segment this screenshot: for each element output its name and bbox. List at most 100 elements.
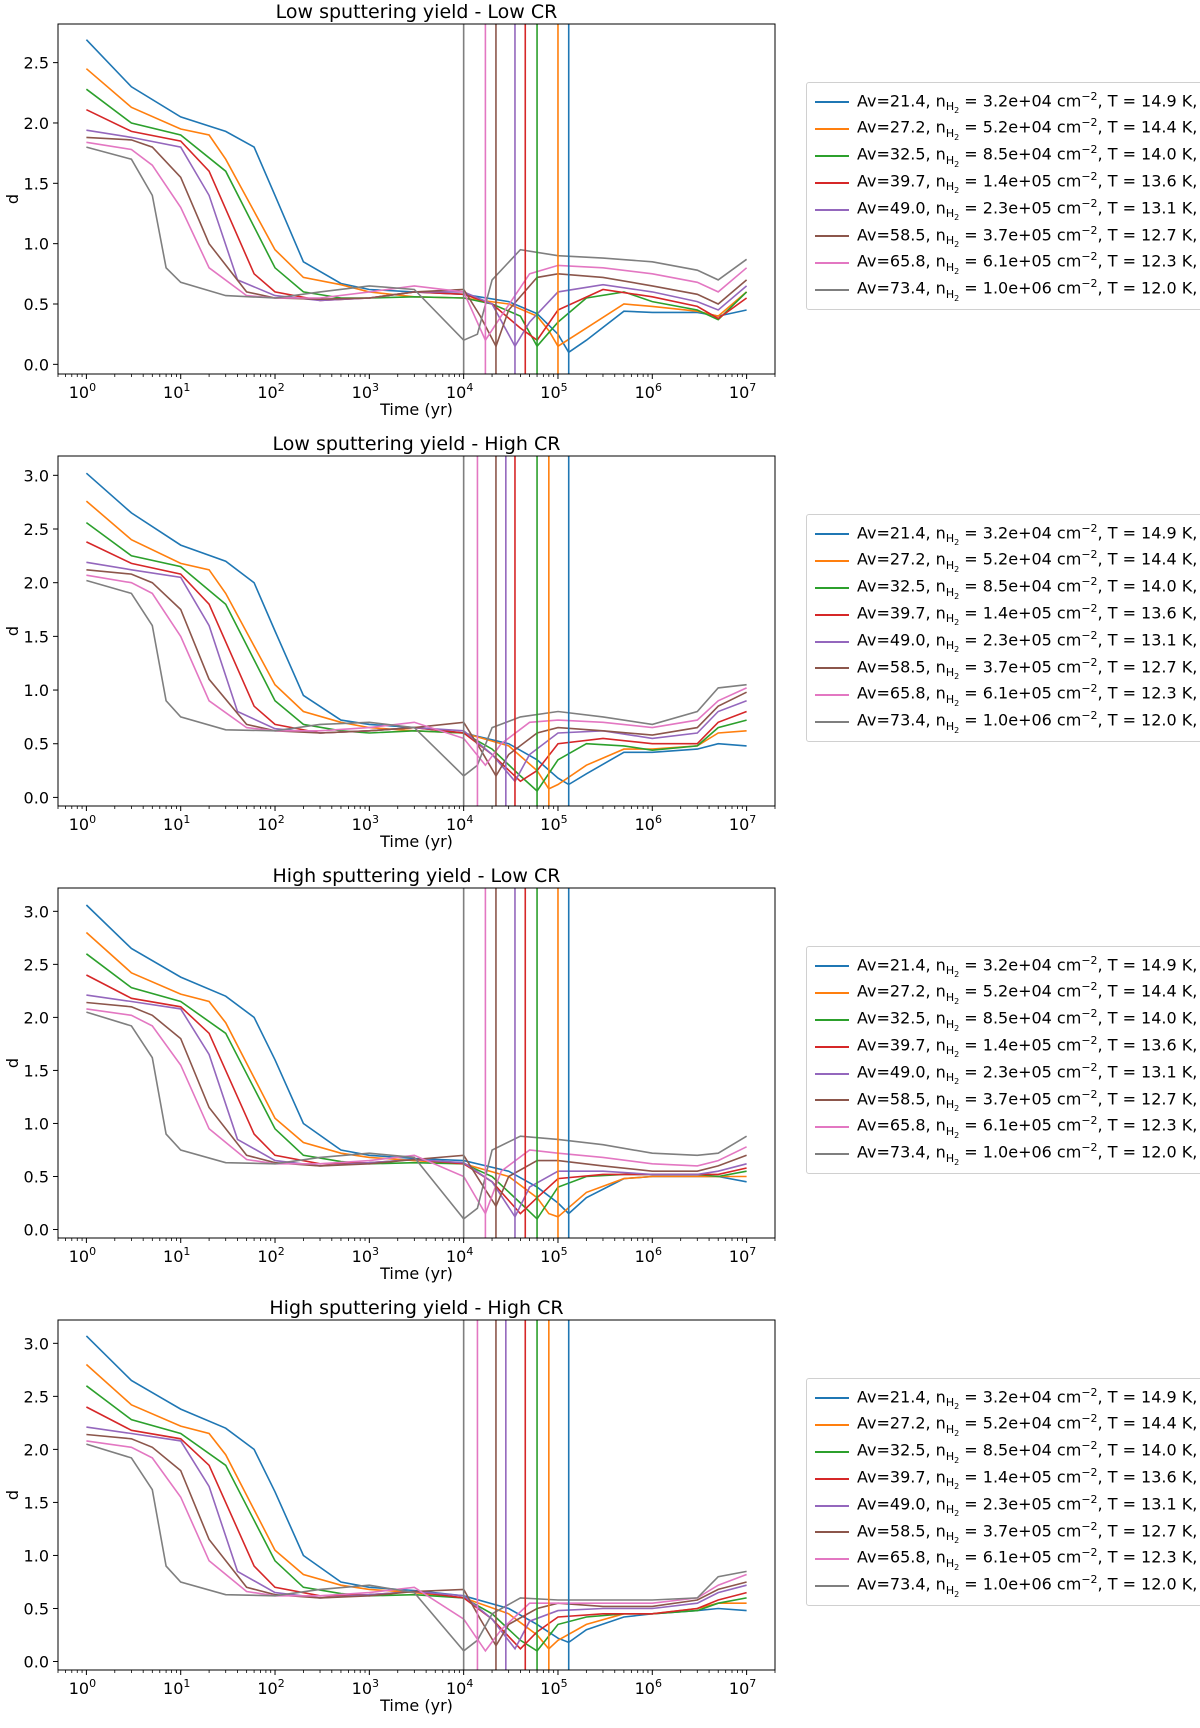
x-tick-label: 104 <box>446 1677 473 1698</box>
x-tick-label: 100 <box>69 813 96 834</box>
y-tick-label: 2.0 <box>24 574 49 593</box>
legend-entry-7: Av=65.8, nH2 = 6.1e+05 cm−2, T = 12.3 K, <box>815 682 1197 709</box>
axes-frame <box>57 887 776 1239</box>
y-tick-label: 0.0 <box>24 355 49 374</box>
x-axis-label: Time (yr) <box>379 1696 453 1715</box>
chart-title: High sputtering yield - High CR <box>269 1297 563 1319</box>
y-tick-label: 2.5 <box>24 54 49 73</box>
legend-label: Av=27.2, nH2 = 5.2e+04 cm−2, T = 14.4 K, <box>857 116 1198 143</box>
y-tick-label: 2.0 <box>24 1008 49 1027</box>
y-tick-label: 0.5 <box>24 1167 49 1186</box>
y-axis-label: d <box>3 1490 22 1500</box>
x-tick-label: 103 <box>352 813 379 834</box>
legend-entry-5: Av=49.0, nH2 = 2.3e+05 cm−2, T = 13.1 K, <box>815 1492 1197 1519</box>
x-tick-label: 107 <box>729 381 756 402</box>
legend-label: Av=73.4, nH2 = 1.0e+06 cm−2, T = 12.0 K, <box>857 277 1198 303</box>
legend-label: Av=49.0, nH2 = 2.3e+05 cm−2, T = 13.1 K, <box>857 628 1198 655</box>
legend-entry-2: Av=27.2, nH2 = 5.2e+04 cm−2, T = 14.4 K, <box>815 548 1197 575</box>
axes-frame <box>57 23 776 375</box>
legend-label: Av=32.5, nH2 = 8.5e+04 cm−2, T = 14.0 K, <box>857 1007 1198 1033</box>
y-tick-label: 1.5 <box>24 1493 49 1512</box>
series-line-3 <box>85 521 747 793</box>
y-tick-label: 2.5 <box>24 520 49 539</box>
legend-label: Av=32.5, nH2 = 8.5e+04 cm−2, T = 14.0 K, <box>857 575 1198 601</box>
x-axis-label: Time (yr) <box>379 832 453 851</box>
x-tick-label: 106 <box>635 1245 662 1266</box>
legend-entry-6: Av=58.5, nH2 = 3.7e+05 cm−2, T = 12.7 K, <box>815 223 1197 250</box>
series-line-3 <box>85 88 748 348</box>
legend-swatch <box>815 262 849 265</box>
y-tick-label: 1.0 <box>24 1114 49 1133</box>
legend-entry-1: Av=21.4, nH2 = 3.2e+04 cm−2, T = 14.9 K, <box>815 89 1197 116</box>
x-tick-label: 101 <box>163 1677 190 1698</box>
chart-panel-1: Low sputtering yield - Low CR 0.0 0.5 1.0 1.… <box>0 0 1200 432</box>
legend-swatch <box>815 154 849 157</box>
legend-entry-2: Av=27.2, nH2 = 5.2e+04 cm−2, T = 14.4 K, <box>815 980 1197 1007</box>
legend-entry-8: Av=73.4, nH2 = 1.0e+06 cm−2, T = 12.0 K, <box>815 709 1197 736</box>
legend-swatch <box>815 1045 849 1048</box>
y-tick-label: 2.5 <box>24 1387 49 1406</box>
chart-svg: Low sputtering yield - High CR 0.0 0.5 1.0 1… <box>3 433 776 851</box>
y-tick-label: 3.0 <box>24 902 49 921</box>
y-tick-label: 1.5 <box>24 627 49 646</box>
legend-entry-7: Av=65.8, nH2 = 6.1e+05 cm−2, T = 12.3 K, <box>815 1114 1197 1141</box>
legend-entry-3: Av=32.5, nH2 = 8.5e+04 cm−2, T = 14.0 K, <box>815 1439 1197 1466</box>
legend-label: Av=49.0, nH2 = 2.3e+05 cm−2, T = 13.1 K, <box>857 196 1198 223</box>
legend-swatch <box>815 181 849 184</box>
legend-label: Av=21.4, nH2 = 3.2e+04 cm−2, T = 14.9 K, <box>857 521 1198 548</box>
legend-swatch <box>815 533 849 536</box>
x-tick-label: 104 <box>446 1245 473 1266</box>
y-axis-label: d <box>3 194 22 204</box>
chart-svg: High sputtering yield - Low CR 0.0 0.5 1.0 1… <box>3 865 776 1283</box>
legend-label: Av=65.8, nH2 = 6.1e+05 cm−2, T = 12.3 K, <box>857 1114 1198 1141</box>
series-line-4 <box>86 1406 747 1650</box>
series-line-5 <box>86 994 747 1219</box>
series-line-5 <box>86 1426 747 1651</box>
legend-swatch <box>815 288 849 291</box>
legend-swatch <box>815 992 849 995</box>
series-line-8 <box>86 579 747 777</box>
legend-swatch <box>815 1450 849 1453</box>
legend-label: Av=27.2, nH2 = 5.2e+04 cm−2, T = 14.4 K, <box>857 1412 1198 1439</box>
series-line-3 <box>85 953 747 1221</box>
legend-entry-8: Av=73.4, nH2 = 1.0e+06 cm−2, T = 12.0 K, <box>815 277 1197 304</box>
legend-entry-1: Av=21.4, nH2 = 3.2e+04 cm−2, T = 14.9 K, <box>815 953 1197 980</box>
legend-swatch <box>815 667 849 670</box>
x-tick-label: 105 <box>540 1245 567 1266</box>
x-tick-label: 101 <box>163 1245 190 1266</box>
chart-svg: High sputtering yield - High CR 0.0 0.5 1.0… <box>3 1297 776 1715</box>
legend-swatch <box>815 1018 849 1021</box>
chart-svg: Low sputtering yield - Low CR 0.0 0.5 1.0 1.… <box>3 1 776 419</box>
legend-entry-3: Av=32.5, nH2 = 8.5e+04 cm−2, T = 14.0 K, <box>815 143 1197 170</box>
y-tick-label: 0.5 <box>24 1599 49 1618</box>
legend: Av=21.4, nH2 = 3.2e+04 cm−2, T = 14.9 K,… <box>806 82 1200 311</box>
legend-entry-6: Av=58.5, nH2 = 3.7e+05 cm−2, T = 12.7 K, <box>815 655 1197 682</box>
series-line-1 <box>85 904 747 1215</box>
y-tick-label: 1.5 <box>24 174 49 193</box>
legend-swatch <box>815 560 849 563</box>
legend-entry-2: Av=27.2, nH2 = 5.2e+04 cm−2, T = 14.4 K, <box>815 1412 1197 1439</box>
legend-label: Av=49.0, nH2 = 2.3e+05 cm−2, T = 13.1 K, <box>857 1060 1198 1087</box>
x-tick-label: 100 <box>69 381 96 402</box>
x-tick-label: 107 <box>729 1677 756 1698</box>
legend-label: Av=65.8, nH2 = 6.1e+05 cm−2, T = 12.3 K, <box>857 682 1198 709</box>
series-line-4 <box>86 541 747 783</box>
legend-label: Av=39.7, nH2 = 1.4e+05 cm−2, T = 13.6 K, <box>857 1033 1198 1060</box>
series-line-7 <box>86 1008 747 1216</box>
y-tick-label: 0.5 <box>24 735 49 754</box>
legend-entry-4: Av=39.7, nH2 = 1.4e+05 cm−2, T = 13.6 K, <box>815 169 1197 196</box>
series-line-7 <box>86 574 747 767</box>
x-axis-label: Time (yr) <box>379 1264 453 1283</box>
legend-swatch <box>815 965 849 968</box>
series-line-8 <box>86 1443 747 1653</box>
legend-swatch <box>815 1072 849 1075</box>
y-axis-label: d <box>3 626 22 636</box>
legend-entry-7: Av=65.8, nH2 = 6.1e+05 cm−2, T = 12.3 K, <box>815 1546 1197 1573</box>
legend-label: Av=58.5, nH2 = 3.7e+05 cm−2, T = 12.7 K, <box>857 223 1198 250</box>
legend-label: Av=32.5, nH2 = 8.5e+04 cm−2, T = 14.0 K, <box>857 1439 1198 1465</box>
legend-entry-2: Av=27.2, nH2 = 5.2e+04 cm−2, T = 14.4 K, <box>815 116 1197 143</box>
series-line-2 <box>85 68 748 348</box>
x-tick-label: 105 <box>540 1677 567 1698</box>
legend-label: Av=21.4, nH2 = 3.2e+04 cm−2, T = 14.9 K, <box>857 89 1198 116</box>
chart-title: Low sputtering yield - High CR <box>273 433 561 455</box>
